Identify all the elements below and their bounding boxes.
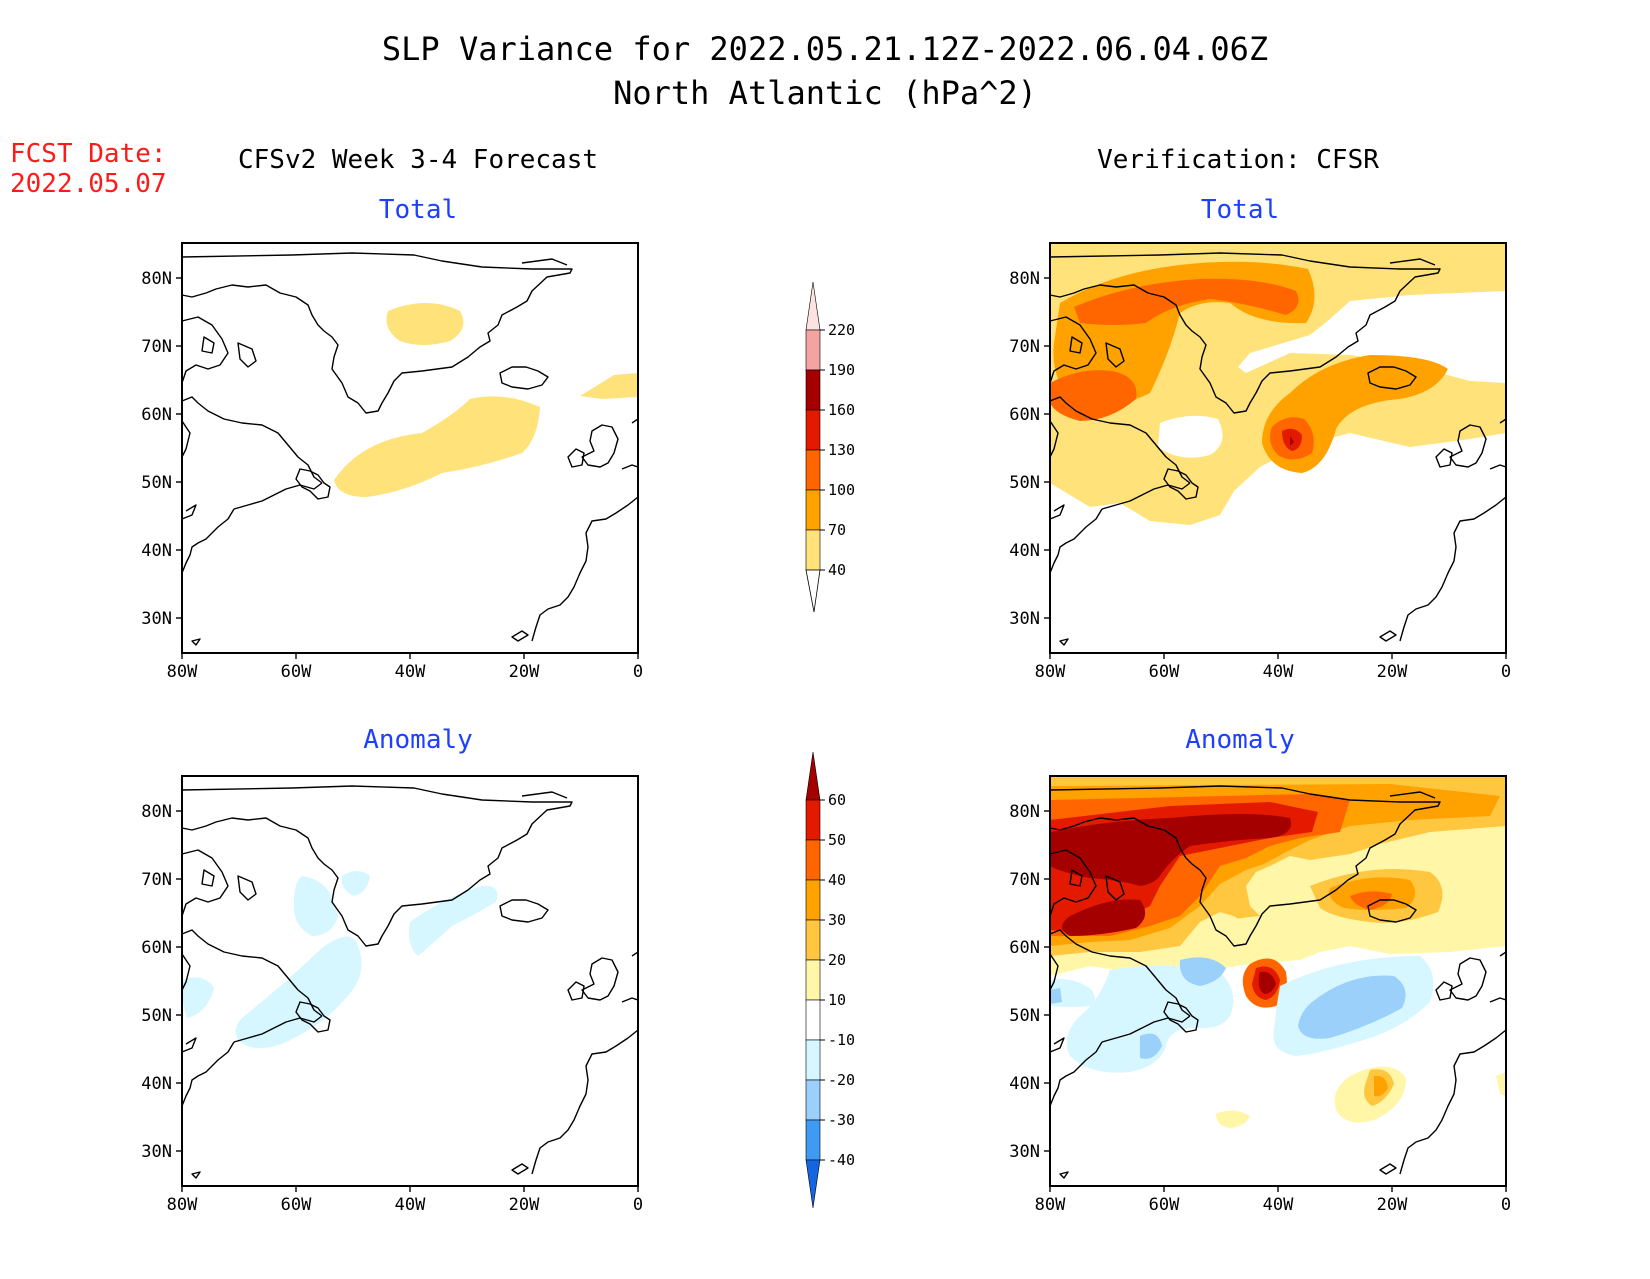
lon-tick-label: 0 <box>1501 662 1511 682</box>
colorbar-label: 20 <box>828 951 846 969</box>
colorbar-label: 40 <box>828 871 846 889</box>
fcst-date-value: 2022.05.07 <box>10 169 167 199</box>
lon-tick-label: 0 <box>633 662 643 682</box>
lat-tick-label: 50N <box>1009 1006 1040 1026</box>
total-colorbar: 220 190 160 130 100 70 40 <box>805 281 855 579</box>
colorbar-label: -40 <box>828 1151 855 1169</box>
forecast-anomaly-title: Anomaly <box>363 725 473 755</box>
lon-tick-label: 80W <box>167 1195 198 1215</box>
colorbar-swatch <box>805 919 821 961</box>
colorbar-label: 60 <box>828 791 846 809</box>
colorbar-swatch <box>805 529 821 571</box>
colorbar-swatch <box>805 751 821 801</box>
figure-title: SLP Variance for 2022.05.21.12Z-2022.06.… <box>382 30 1268 68</box>
lat-tick-label: 30N <box>141 1142 172 1162</box>
lon-tick-label: 20W <box>509 1195 540 1215</box>
lat-tick-label: 80N <box>1009 802 1040 822</box>
lat-tick-label: 30N <box>1009 1142 1040 1162</box>
lat-tick-label: 60N <box>141 405 172 425</box>
forecast-total-title: Total <box>379 195 457 225</box>
colorbar-swatch <box>805 489 821 531</box>
colorbar-swatch <box>805 409 821 451</box>
forecast-heading: CFSv2 Week 3-4 Forecast <box>238 145 598 175</box>
lat-tick-label: 60N <box>1009 405 1040 425</box>
lat-tick-label: 80N <box>141 269 172 289</box>
colorbar-label: 160 <box>828 401 855 419</box>
lat-tick-label: 70N <box>1009 870 1040 890</box>
verification-heading: Verification: CFSR <box>1097 145 1379 175</box>
verify-total-title: Total <box>1201 195 1279 225</box>
lat-tick-label: 70N <box>1009 337 1040 357</box>
anomaly-colorbar: 60 50 40 30 20 10 -10 -20 -30 -40 <box>805 751 855 1209</box>
lon-tick-label: 20W <box>1377 662 1408 682</box>
colorbar-label: 220 <box>828 321 855 339</box>
colorbar-swatch <box>805 569 821 613</box>
lon-tick-label: 40W <box>1263 662 1294 682</box>
lat-tick-label: 80N <box>1009 269 1040 289</box>
verify-anomaly-panel <box>1049 775 1507 1187</box>
colorbar-label: 100 <box>828 481 855 499</box>
lat-tick-label: 70N <box>141 870 172 890</box>
lon-tick-label: 40W <box>395 662 426 682</box>
lat-tick-label: 30N <box>141 609 172 629</box>
lat-tick-label: 50N <box>141 473 172 493</box>
lon-tick-label: 80W <box>1035 662 1066 682</box>
axes-layer: 80N 70N 60N 50N 40N 30N 80W 60W 40W 20W 0 80N 70N 60N… <box>141 269 1511 1215</box>
colorbar-swatch <box>805 1039 821 1081</box>
lat-tick-label: 60N <box>141 938 172 958</box>
lat-tick-label: 40N <box>141 541 172 561</box>
colorbar-swatch <box>805 1079 821 1121</box>
lon-tick-label: 60W <box>1149 662 1180 682</box>
lat-tick-label: 40N <box>141 1074 172 1094</box>
colorbar-label: 70 <box>828 521 846 539</box>
verify-anomaly-title: Anomaly <box>1185 725 1295 755</box>
lat-tick-label: 50N <box>141 1006 172 1026</box>
verify-total-panel <box>1049 242 1507 654</box>
lon-tick-label: 40W <box>1263 1195 1294 1215</box>
figure-subtitle: North Atlantic (hPa^2) <box>613 74 1037 112</box>
lon-tick-label: 60W <box>281 1195 312 1215</box>
lon-tick-label: 0 <box>1501 1195 1511 1215</box>
lat-tick-label: 50N <box>1009 473 1040 493</box>
colorbar-label: -30 <box>828 1111 855 1129</box>
colorbar-label: 30 <box>828 911 846 929</box>
colorbar-label: -10 <box>828 1031 855 1049</box>
colorbar-swatch <box>805 1159 821 1209</box>
lon-tick-label: 80W <box>1035 1195 1066 1215</box>
lat-tick-label: 30N <box>1009 609 1040 629</box>
colorbar-swatch <box>805 1119 821 1161</box>
fcst-date-label: FCST Date: <box>10 139 167 169</box>
lat-tick-label: 40N <box>1009 1074 1040 1094</box>
colorbar-swatch <box>805 281 821 331</box>
colorbar-label: 50 <box>828 831 846 849</box>
colorbar-swatch <box>805 879 821 921</box>
colorbar-swatch <box>805 799 821 841</box>
colorbar-swatch <box>805 369 821 411</box>
colorbar-label: 130 <box>828 441 855 459</box>
lon-tick-label: 60W <box>1149 1195 1180 1215</box>
colorbar-swatch <box>805 329 821 371</box>
colorbar-swatch <box>805 449 821 491</box>
colorbar-label: -20 <box>828 1071 855 1089</box>
forecast-total-panel <box>181 242 639 654</box>
lat-tick-label: 40N <box>1009 541 1040 561</box>
forecast-anomaly-panel <box>181 775 639 1187</box>
lon-tick-label: 20W <box>509 662 540 682</box>
lon-tick-label: 60W <box>281 662 312 682</box>
colorbar-label: 190 <box>828 361 855 379</box>
lon-tick-label: 40W <box>395 1195 426 1215</box>
colorbar-swatch <box>805 999 821 1041</box>
colorbars: 220 190 160 130 100 70 40 60 50 40 30 20 10 -10 -20 -30… <box>805 281 855 1209</box>
lat-tick-label: 60N <box>1009 938 1040 958</box>
colorbar-label: 40 <box>828 561 846 579</box>
lon-tick-label: 20W <box>1377 1195 1408 1215</box>
colorbar-label: 10 <box>828 991 846 1009</box>
colorbar-swatch <box>805 959 821 1001</box>
lon-tick-label: 80W <box>167 662 198 682</box>
colorbar-swatch <box>805 839 821 881</box>
lat-tick-label: 80N <box>141 802 172 822</box>
lat-tick-label: 70N <box>141 337 172 357</box>
lon-tick-label: 0 <box>633 1195 643 1215</box>
